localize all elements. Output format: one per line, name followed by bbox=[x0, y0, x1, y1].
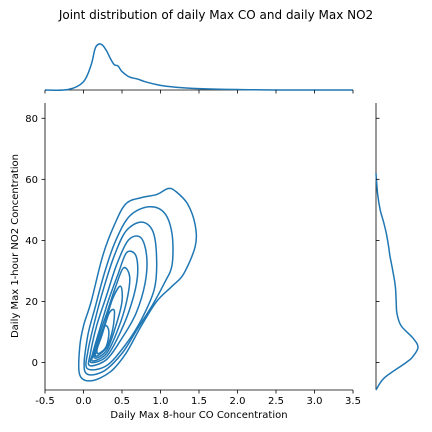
x-tick-label: 2.0 bbox=[230, 396, 246, 407]
x-tick-label: 1.0 bbox=[153, 396, 169, 407]
marginal-x-density-curve bbox=[44, 43, 353, 91]
kde-contour-1 bbox=[77, 187, 198, 382]
marginal-x-axes bbox=[44, 43, 353, 91]
y-tick-label: 40 bbox=[25, 236, 38, 247]
x-tick-label: 0.5 bbox=[114, 396, 130, 407]
x-tick-label: 2.5 bbox=[268, 396, 284, 407]
kde-contour-3 bbox=[85, 221, 158, 371]
marginal-y-density-curve bbox=[375, 173, 419, 391]
kde-contour-2 bbox=[83, 205, 174, 376]
y-tick-label: 80 bbox=[25, 114, 38, 125]
y-tick-group: 0 20 40 60 80 bbox=[25, 114, 380, 369]
kde-contour-4 bbox=[87, 235, 148, 367]
x-tick-label: 3.0 bbox=[307, 396, 323, 407]
kde-contour-5 bbox=[89, 250, 139, 364]
y-tick-label: 20 bbox=[25, 297, 38, 308]
x-axis-label: Daily Max 8-hour CO Concentration bbox=[110, 410, 287, 421]
kde-contour-6 bbox=[91, 266, 131, 362]
y-tick-label: 0 bbox=[32, 358, 38, 369]
x-tick-label: 1.5 bbox=[191, 396, 207, 407]
marginal-y-axes bbox=[375, 103, 419, 391]
x-tick-group: -0.5 0.0 0.5 1.0 1.5 2.0 2.5 3.0 3.5 bbox=[35, 90, 361, 407]
x-tick-label: -0.5 bbox=[35, 396, 55, 407]
joint-axes: -0.5 0.0 0.5 1.0 1.5 2.0 2.5 3.0 3.5 0 20 40 60 80 D… bbox=[10, 90, 380, 421]
y-axis-label: Daily Max 1-hour NO2 Concentration bbox=[10, 154, 21, 338]
joint-contours bbox=[77, 187, 198, 382]
x-tick-label: 0.0 bbox=[76, 396, 92, 407]
chart-title: Joint distribution of daily Max CO and d… bbox=[58, 8, 373, 22]
kde-contour-9 bbox=[96, 324, 110, 355]
x-tick-label: 3.5 bbox=[345, 396, 361, 407]
y-tick-label: 60 bbox=[25, 175, 38, 186]
